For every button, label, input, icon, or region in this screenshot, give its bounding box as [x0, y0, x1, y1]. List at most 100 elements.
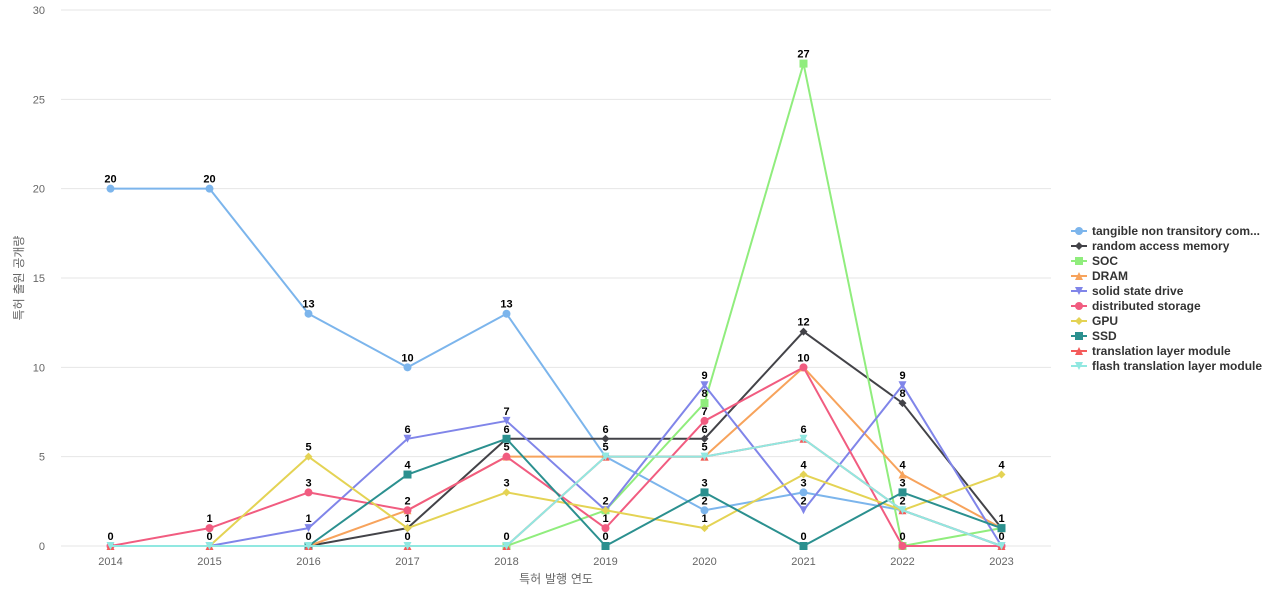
- data-label: 4: [998, 460, 1005, 472]
- x-tick-label: 2019: [593, 556, 617, 568]
- x-tick-label: 2020: [692, 556, 716, 568]
- legend-label: SSD: [1092, 329, 1117, 343]
- legend-label: tangible non transitory com...: [1092, 224, 1260, 238]
- data-label: 4: [800, 460, 807, 472]
- legend-item: translation layer module: [1071, 344, 1231, 358]
- legend-item: flash translation layer module: [1071, 359, 1262, 373]
- series-line: [308, 330, 1003, 547]
- data-label: 8: [899, 388, 905, 400]
- legend-label: GPU: [1092, 314, 1118, 328]
- data-label: 1: [305, 513, 311, 525]
- x-tick-label: 2018: [494, 556, 518, 568]
- data-label: 2: [899, 495, 905, 507]
- data-label: 5: [602, 442, 608, 454]
- data-label: 20: [104, 174, 116, 186]
- data-point: [799, 470, 808, 479]
- legend-item: GPU: [1071, 314, 1118, 328]
- data-point: [799, 363, 808, 372]
- data-label: 0: [899, 531, 905, 543]
- data-point: [403, 434, 412, 443]
- series-lines: [106, 59, 1006, 550]
- data-label: 7: [503, 406, 509, 418]
- data-point: [799, 59, 808, 68]
- data-label: 3: [305, 477, 311, 489]
- data-point: [601, 452, 610, 461]
- x-axis-title: 특허 발행 연도: [519, 571, 593, 586]
- data-point: [700, 524, 709, 533]
- data-point: [799, 327, 808, 336]
- x-tick-label: 2023: [989, 556, 1013, 568]
- data-label: 2: [404, 495, 410, 507]
- data-point: [1075, 287, 1083, 295]
- legend-label: random access memory: [1092, 239, 1230, 253]
- series-line: [110, 437, 1002, 547]
- data-label: 1: [602, 513, 608, 525]
- data-point: [1075, 362, 1083, 370]
- data-label: 1: [206, 513, 212, 525]
- legend-item: SSD: [1071, 329, 1117, 343]
- legend-item: solid state drive: [1071, 284, 1184, 298]
- data-label: 2: [800, 495, 806, 507]
- data-point: [700, 399, 709, 408]
- data-label: 2: [701, 495, 707, 507]
- data-label: 0: [602, 531, 608, 543]
- data-point: [403, 506, 412, 515]
- y-axis-title: 특허 출원 공개량: [12, 236, 26, 321]
- series-9: [106, 434, 1006, 550]
- data-label: 4: [899, 460, 906, 472]
- data-label: 7: [701, 406, 707, 418]
- y-tick-label: 10: [33, 362, 45, 374]
- data-point: [1075, 302, 1083, 310]
- series-2: [502, 59, 1006, 550]
- x-tick-label: 2021: [791, 556, 815, 568]
- data-label: 9: [701, 370, 707, 382]
- data-label: 9: [899, 370, 905, 382]
- data-point: [502, 488, 511, 497]
- data-point: [502, 434, 511, 443]
- x-tick-label: 2015: [197, 556, 221, 568]
- data-point: [403, 542, 412, 550]
- data-label: 27: [797, 49, 809, 61]
- data-point: [205, 184, 214, 193]
- data-point: [403, 470, 412, 479]
- data-point: [1075, 242, 1083, 250]
- data-labels: 2002010135310106421013765306521098765321…: [104, 49, 1005, 543]
- legend-item: tangible non transitory com...: [1071, 224, 1260, 238]
- data-label: 6: [503, 424, 509, 436]
- data-point: [700, 434, 709, 443]
- series-line: [506, 62, 1002, 547]
- data-point: [304, 542, 313, 550]
- grid-lines: [61, 9, 1051, 547]
- data-point: [898, 399, 907, 408]
- data-label: 2: [602, 495, 608, 507]
- y-tick-label: 20: [33, 184, 45, 196]
- data-point: [106, 184, 115, 193]
- series-line: [110, 187, 1002, 547]
- data-point: [700, 488, 709, 497]
- data-point: [304, 488, 313, 497]
- data-label: 13: [302, 299, 314, 311]
- data-label: 1: [404, 513, 410, 525]
- data-point: [106, 542, 115, 550]
- data-point: [601, 524, 610, 533]
- data-label: 1: [998, 513, 1004, 525]
- y-tick-label: 0: [39, 541, 45, 553]
- data-label: 6: [602, 424, 608, 436]
- x-tick-label: 2017: [395, 556, 419, 568]
- data-point: [1075, 272, 1083, 280]
- data-point: [1075, 347, 1083, 355]
- series-line: [307, 437, 1002, 547]
- data-label: 3: [899, 477, 905, 489]
- legend-label: SOC: [1092, 254, 1118, 268]
- data-label: 6: [800, 424, 806, 436]
- data-label: 3: [701, 477, 707, 489]
- data-point: [799, 488, 808, 497]
- data-label: 13: [500, 299, 512, 311]
- x-tick-label: 2022: [890, 556, 914, 568]
- data-point: [205, 524, 214, 533]
- data-point: [898, 488, 907, 497]
- data-label: 0: [800, 531, 806, 543]
- y-tick-label: 5: [39, 452, 45, 464]
